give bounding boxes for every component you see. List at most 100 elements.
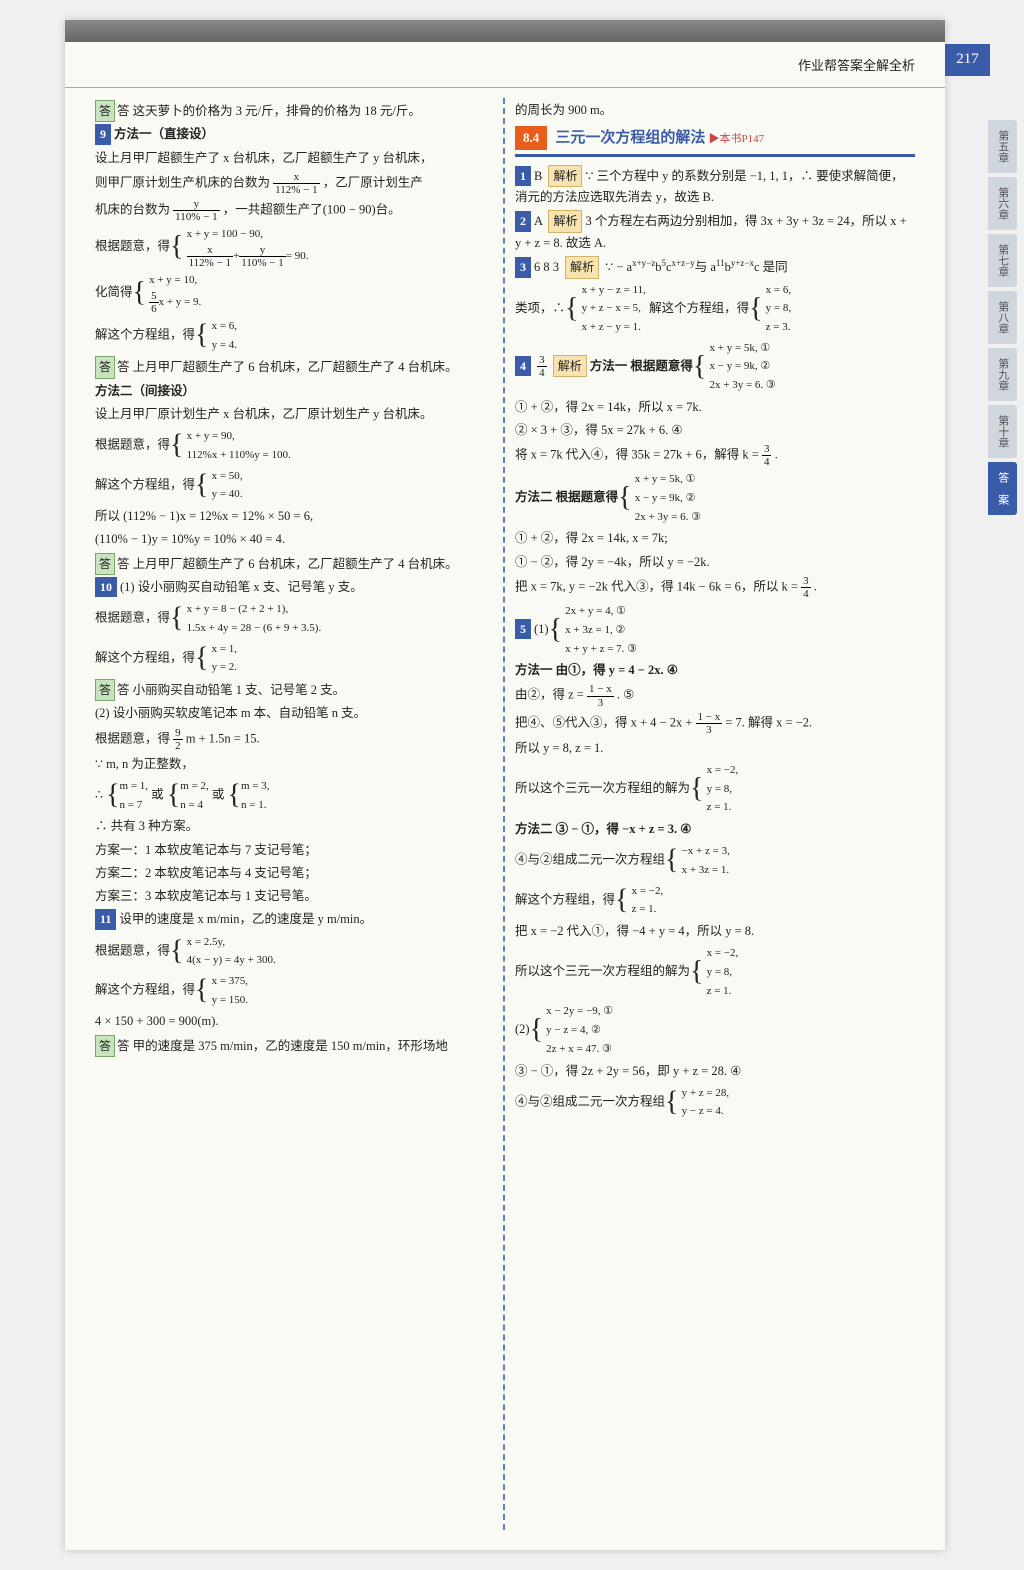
text: ∴ [95,788,103,802]
text: 所以这个三元一次方程组的解为 [515,781,690,795]
text: 方案三：3 本软皮笔记本与 1 支记号笔。 [95,886,493,907]
text: 答 上月甲厂超额生产了 6 台机床，乙厂超额生产了 4 台机床。 [117,557,458,571]
text: (1) 设小丽购买自动铅笔 x 支、记号笔 y 支。 [120,580,363,594]
text: 解这个方程组，得 [95,477,195,491]
text: 所以 y = 8, z = 1. [515,738,915,759]
text: 解这个方程组，得 [95,983,195,997]
eq: x = 375, [212,972,248,991]
eq: y = 150. [212,991,248,1010]
section-ref: ▶本书P147 [709,133,765,145]
tab-ch5[interactable]: 第五章 [988,120,1017,173]
text: 根据题意，得 [95,239,170,253]
text: 根据题意，得 [95,611,170,625]
tab-ch7[interactable]: 第七章 [988,234,1017,287]
text: (2) [515,1022,530,1036]
jiexi-tag: 解析 [548,210,582,232]
text: 4 × 150 + 300 = 900(m). [95,1011,493,1032]
right-column: 的周长为 900 m。 8.4 三元一次方程组的解法 ▶本书P147 1B 解析… [505,98,925,1530]
eq: x = 1, [212,640,237,659]
section-title: 三元一次方程组的解法 [555,130,705,146]
q5-num: 5 [515,619,531,639]
text: 设上月甲厂超额生产了 x 台机床，乙厂超额生产了 y 台机床， [95,148,493,169]
eq: 1.5x + 4y = 28 − (6 + 9 + 3.5). [187,619,322,638]
text: 方法一 根据题意得 [590,359,693,373]
eq: x = 50, [212,467,243,486]
text: ∵ m, n 为正整数， [95,754,493,775]
answer-tag: 答 [95,679,115,701]
q11-num: 11 [95,909,116,929]
page-title: 作业帮答案全解全析 [798,58,915,73]
header: 作业帮答案全解全析 [65,50,945,88]
text: 方案一：1 本软皮笔记本与 7 支记号笔； [95,840,493,861]
text: 把④、⑤代入③，得 x + 4 − 2x + [515,715,692,729]
fraction: 34 [762,443,772,468]
jiexi-tag: 解析 [565,256,599,278]
text: 机床的台数为 [95,203,170,217]
text: 答 小丽购买自动铅笔 1 支、记号笔 2 支。 [117,683,345,697]
tab-ch8[interactable]: 第八章 [988,291,1017,344]
fraction: 34 [537,354,547,379]
eq: 112%x + 110%y = 100. [187,446,291,465]
answer-tag: 答 [95,100,115,122]
topbar-decor [65,20,945,42]
section-header: 8.4 三元一次方程组的解法 ▶本书P147 [515,126,915,157]
fraction: y110% − 1 [173,198,219,223]
text: 所以这个三元一次方程组的解为 [515,964,690,978]
text: 则甲厂原计划生产机床的台数为 [95,175,270,189]
answer-tag: 答 [95,1035,115,1057]
tab-ch10[interactable]: 第十章 [988,405,1017,458]
q3-num: 3 [515,257,531,277]
text: ② × 3 + ③，得 5x = 27k + 6. ④ [515,420,915,441]
content: 答答 这天萝卜的价格为 3 元/斤，排骨的价格为 18 元/斤。 9方法一（直接… [85,98,925,1530]
left-column: 答答 这天萝卜的价格为 3 元/斤，排骨的价格为 18 元/斤。 9方法一（直接… [85,98,505,1530]
text: ① + ②，得 2x = 14k，所以 x = 7k. [515,397,915,418]
tab-ch9[interactable]: 第九章 [988,348,1017,401]
text: ① + ②，得 2x = 14k, x = 7k; [515,528,915,549]
eq: x = 2.5y, [187,933,276,952]
text: ，乙厂原计划生产 [323,175,423,189]
text: 根据题意，得 [95,438,170,452]
text: ① − ②，得 2y = −4k，所以 y = −2k. [515,552,915,573]
q9-num: 9 [95,124,111,144]
eq: x = 6, [212,317,237,336]
text: 类项，∴ [515,300,565,314]
eq: x + y = 10, [149,271,201,290]
ans: 6 8 3 [534,260,559,274]
eq: y = 2. [212,658,237,677]
text: (2) 设小丽购买软皮笔记本 m 本、自动铅笔 n 支。 [95,703,493,724]
text: 方法二（间接设） [95,384,195,398]
eq: y = 4. [212,336,237,355]
text: m + 1.5n = 15. [186,731,260,745]
text: 由②，得 z = [515,688,584,702]
text: 方案二：2 本软皮笔记本与 4 支记号笔； [95,863,493,884]
text: 将 x = 7k 代入④，得 35k = 27k + 6，解得 k = [515,448,759,462]
fraction: 92 [173,727,183,752]
text: (1) [534,622,549,636]
eq: x + y = 90, [187,427,291,446]
text: . [814,579,817,593]
fraction: 1 − x3 [587,683,614,708]
page: 作业帮答案全解全析 217 答答 这天萝卜的价格为 3 元/斤，排骨的价格为 1… [65,20,945,1550]
tab-ch6[interactable]: 第六章 [988,177,1017,230]
text: ④与②组成二元一次方程组 [515,853,665,867]
eq: 4(x − y) = 4y + 300. [187,951,276,970]
ans: B [534,169,542,183]
text: 方法一（直接设） [114,127,214,141]
tab-answers[interactable]: 答 案 [988,462,1017,515]
text: 根据题意，得 [95,731,170,745]
q10-num: 10 [95,577,117,597]
text: 答 上月甲厂超额生产了 6 台机床，乙厂超额生产了 4 台机床。 [117,360,458,374]
text: 方法二 ③ − ①，得 −x + z = 3. ④ [515,822,692,836]
text: 所以 (112% − 1)x = 12%x = 12% × 50 = 6, [95,506,493,527]
eq: y = 40. [212,485,243,504]
chapter-sidebar: 第五章 第六章 第七章 第八章 第九章 第十章 答 案 [988,120,1016,519]
text: 把 x = −2 代入①，得 −4 + y = 4，所以 y = 8. [515,921,915,942]
text: 解这个方程组，得 [95,650,195,664]
text: . ⑤ [617,688,634,702]
text: 化简得 [95,285,133,299]
eq: x + y = 100 − 90, [187,225,309,244]
fraction: 1 − x3 [696,711,723,736]
text: = 7. 解得 x = −2. [725,715,812,729]
text: . [775,448,778,462]
jiexi-tag: 解析 [548,165,582,187]
